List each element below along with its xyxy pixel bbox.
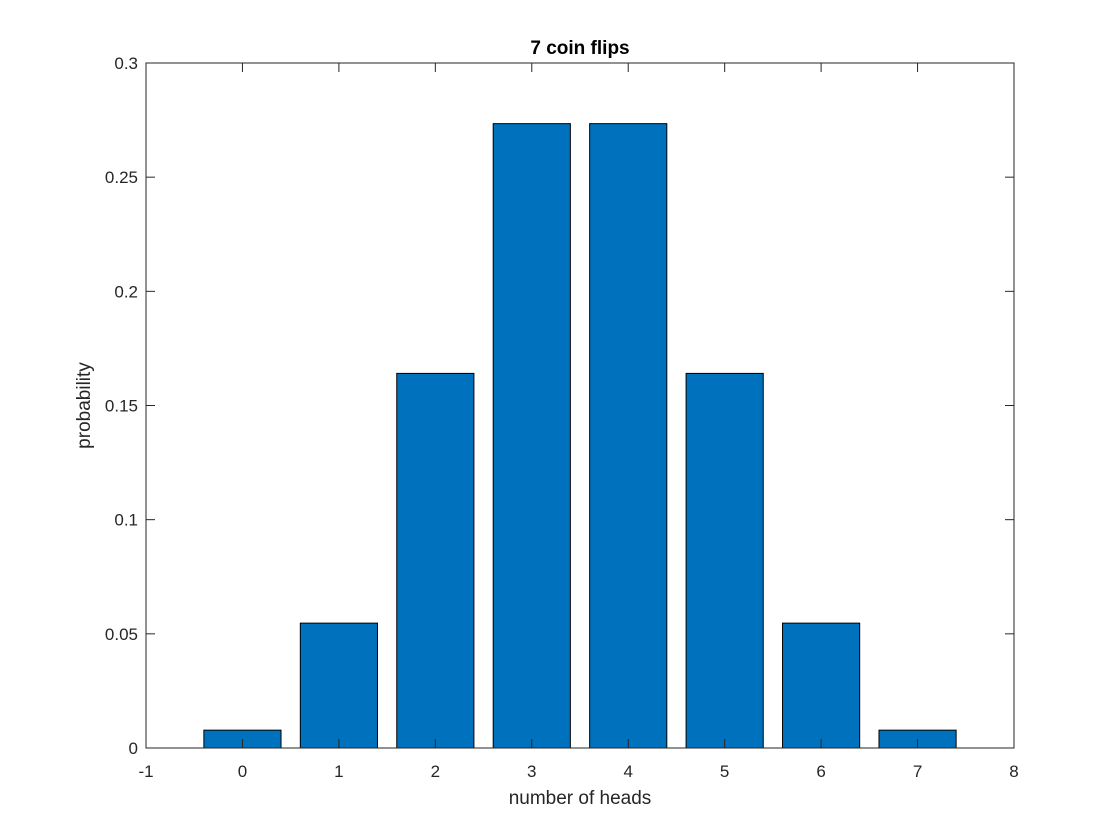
x-tick-label: 4 — [623, 762, 632, 781]
y-tick-label: 0.25 — [105, 168, 138, 187]
bar-3 — [492, 123, 571, 749]
bar-6 — [782, 622, 861, 749]
tick-labels: -1 0 1 2 3 4 5 6 7 800.050.10.150.20.250.3 — [105, 54, 1019, 781]
x-tick-label: 2 — [431, 762, 440, 781]
bar-2 — [396, 372, 475, 749]
x-axis-label: number of heads — [509, 788, 652, 809]
bar-series — [203, 123, 957, 749]
bar-1 — [299, 622, 378, 749]
x-tick-label: 7 — [913, 762, 922, 781]
bar-5 — [685, 372, 764, 749]
y-tick-label: 0 — [129, 739, 138, 758]
x-tick-label: 1 — [334, 762, 343, 781]
plot-area-background — [146, 63, 1014, 748]
bar-4 — [589, 123, 668, 749]
axis-ticks — [145, 62, 1015, 749]
y-tick-label: 0.3 — [114, 54, 138, 73]
x-tick-label: 3 — [527, 762, 536, 781]
y-tick-label: 0.15 — [105, 397, 138, 416]
y-tick-label: 0.1 — [114, 511, 138, 530]
y-tick-label: 0.05 — [105, 625, 138, 644]
x-tick-label: 8 — [1009, 762, 1018, 781]
y-axis-label: probability — [74, 362, 95, 449]
y-tick-label: 0.2 — [114, 282, 138, 301]
x-tick-label: -1 — [138, 762, 153, 781]
x-tick-label: 5 — [720, 762, 729, 781]
x-tick-label: 6 — [816, 762, 825, 781]
x-tick-label: 0 — [238, 762, 247, 781]
chart-title: 7 coin flips — [530, 38, 629, 59]
